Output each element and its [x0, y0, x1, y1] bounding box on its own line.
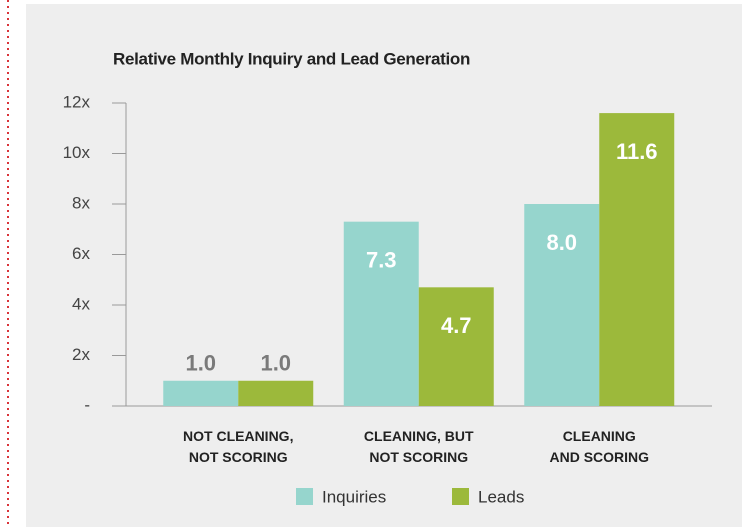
bar	[163, 380, 239, 406]
value-label: 1.0	[260, 351, 291, 376]
legend-label: Leads	[478, 487, 524, 506]
x-tick-line: CLEANING, BUT	[364, 428, 474, 444]
x-tick-label: CLEANING, BUT NOT SCORING	[364, 428, 474, 465]
x-tick-line: NOT CLEANING,	[183, 428, 293, 444]
y-tick-label: 6x	[72, 244, 90, 263]
legend-swatch	[296, 488, 313, 505]
value-label: 11.6	[616, 139, 658, 164]
value-label: 7.3	[366, 247, 397, 272]
y-tick-label: -	[84, 395, 90, 414]
bar	[343, 221, 419, 406]
x-tick-label: NOT CLEANING, NOT SCORING	[183, 428, 293, 465]
legend-swatch	[452, 488, 469, 505]
y-tick-label: 4x	[72, 294, 90, 313]
chart-title: Relative Monthly Inquiry and Lead Genera…	[113, 49, 470, 68]
value-label: 4.7	[441, 313, 472, 338]
x-tick-label: CLEANING AND SCORING	[549, 428, 649, 465]
bar	[599, 113, 675, 406]
x-tick-line: NOT SCORING	[369, 449, 468, 465]
value-label: 1.0	[185, 351, 216, 376]
y-tick-label: 10x	[63, 143, 91, 162]
bar	[418, 287, 494, 406]
y-tick-label: 12x	[63, 92, 91, 111]
bar	[238, 380, 314, 406]
value-label: 8.0	[546, 230, 577, 255]
y-tick-label: 2x	[72, 345, 90, 364]
y-tick-label: 8x	[72, 193, 90, 212]
legend-label: Inquiries	[322, 487, 386, 506]
x-tick-line: CLEANING	[563, 428, 636, 444]
x-tick-line: AND SCORING	[549, 449, 649, 465]
bar	[524, 204, 600, 406]
x-tick-line: NOT SCORING	[189, 449, 288, 465]
